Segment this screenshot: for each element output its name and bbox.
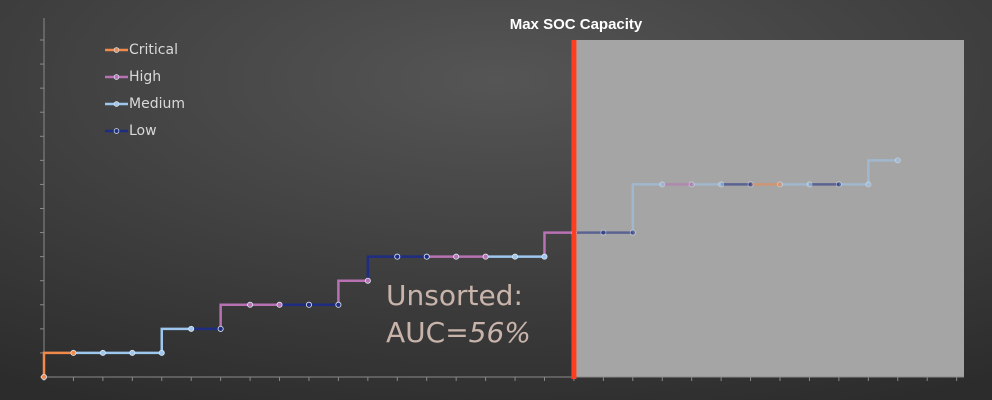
step-segment [337, 279, 368, 305]
step-segment [160, 327, 192, 353]
legend-marker [113, 47, 120, 53]
step-segment [366, 255, 398, 281]
point [747, 181, 754, 188]
point [453, 253, 460, 260]
legend-label: High [129, 69, 161, 85]
point [158, 349, 165, 356]
point [718, 181, 725, 188]
chart-title: Max SOC Capacity [510, 16, 643, 33]
point [247, 301, 254, 308]
point [70, 349, 77, 356]
point [541, 253, 548, 260]
annotation-value: 56% [469, 316, 531, 349]
point [276, 301, 283, 308]
point [894, 157, 901, 164]
point [305, 301, 312, 308]
point [41, 373, 48, 380]
step-segment [543, 231, 574, 257]
point [629, 229, 636, 236]
shaded-region [573, 40, 964, 377]
step-segment [867, 159, 898, 185]
legend-marker [113, 128, 120, 134]
annotation: Unsorted: [386, 279, 523, 312]
point [482, 253, 489, 260]
point [512, 253, 519, 260]
point [777, 181, 784, 188]
point [129, 349, 136, 356]
step-segment [219, 303, 251, 329]
point [423, 253, 430, 260]
legend-label: Critical [129, 42, 178, 58]
point [806, 181, 813, 188]
legend-marker [113, 101, 120, 107]
point [364, 277, 371, 284]
legend-label: Medium [129, 96, 185, 112]
plot-area: Critical High Medium Low [40, 18, 964, 381]
point [394, 253, 401, 260]
point [659, 181, 666, 188]
annotation: AUC=56% [386, 316, 531, 349]
annotation-text: AUC= [386, 316, 469, 349]
step-segment [42, 351, 74, 377]
point [688, 181, 695, 188]
point [188, 325, 195, 332]
point [217, 325, 224, 332]
legend-label: Low [129, 123, 157, 139]
legend-marker [113, 74, 120, 80]
point [865, 181, 872, 188]
point [835, 181, 842, 188]
point [600, 229, 607, 236]
point [99, 349, 106, 356]
point [335, 301, 342, 308]
step-segment [631, 183, 663, 233]
